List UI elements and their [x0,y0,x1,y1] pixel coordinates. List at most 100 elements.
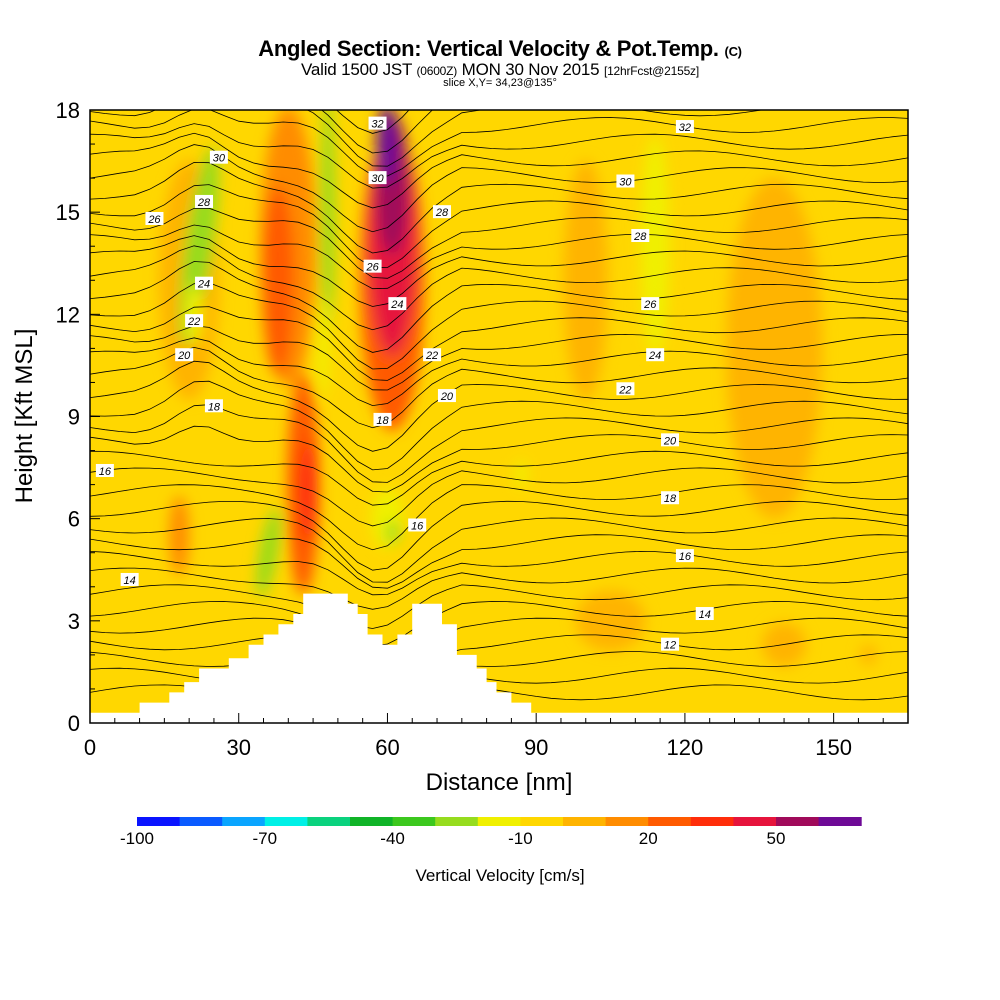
isentrope-line [90,282,908,370]
theta-label: 24 [646,348,665,362]
isentrope-line [90,617,908,659]
isentrope-line [90,110,908,177]
theta-label: 26 [363,259,382,274]
theta-label: 20 [661,433,680,447]
colorbar-swatch [264,817,308,826]
isentrope-line [90,467,908,527]
x-tick-label: 120 [667,735,704,760]
isentrope-line [90,360,908,452]
isentrope-line [90,550,908,596]
theta-label: 18 [661,491,680,505]
colorbar-swatch [392,817,436,826]
theta-label: 24 [195,276,214,291]
isentrope-line [90,500,908,571]
isentrope-line [90,224,908,290]
theta-label: 16 [95,463,114,478]
svg-text:18: 18 [664,493,677,505]
colorbar-title: Vertical Velocity [cm/s] [415,866,584,885]
y-tick-label: 3 [68,609,80,634]
svg-text:28: 28 [633,231,647,243]
y-tick-label: 0 [68,711,80,736]
colorbar-label: -100 [120,829,154,848]
velocity-region [386,520,399,545]
svg-text:14: 14 [699,609,711,621]
isentrope-line [90,325,908,391]
isentrope-line [90,601,908,647]
isentrope-line [90,306,908,381]
theta-label: 28 [195,194,214,209]
velocity-region [256,508,281,598]
isentrope-line [90,337,908,407]
y-axis-label: Height [Kft MSL] [11,329,38,504]
x-tick-label: 0 [84,735,96,760]
velocity-region [169,495,190,576]
theta-label: 16 [675,549,694,563]
theta-label: 20 [437,389,456,403]
colorbar-label: -10 [508,829,533,848]
theta-label: 26 [145,211,164,226]
isentrope-line [90,584,908,629]
svg-text:30: 30 [371,173,384,185]
isentrope-line [90,261,908,353]
svg-text:32: 32 [679,122,691,134]
isentrope-line [90,450,908,506]
theta-label: 22 [616,382,635,396]
colorbar-swatch [648,817,692,826]
theta-label: 18 [204,399,223,413]
velocity-region [641,136,670,357]
svg-text:24: 24 [390,299,403,311]
theta-label: 22 [423,348,442,362]
colorbar-swatch [477,817,521,826]
isentrope-line [90,634,908,666]
velocity-region [575,590,646,651]
colorbar-label: 50 [767,829,786,848]
isentrope-line [90,235,908,307]
colorbar-swatch [222,817,266,826]
colorbar: -100 -70 -40 -10 20 50 [120,817,862,848]
colorbar-swatch [350,817,394,826]
svg-text:16: 16 [99,466,112,478]
svg-text:12: 12 [664,640,676,652]
theta-label: 28 [432,205,451,219]
theta-label: 16 [408,518,427,532]
velocity-region [515,460,528,489]
theta-label: 22 [185,314,204,328]
svg-text:22: 22 [618,384,631,396]
svg-text:28: 28 [197,197,211,209]
theta-label: 30 [209,150,228,165]
theta-label: 26 [641,297,660,311]
chart-title: Angled Section: Vertical Velocity & Pot.… [258,36,742,61]
theta-label: 18 [373,412,392,427]
isentrope-line [90,484,908,551]
colorbar-swatch [563,817,607,826]
isentrope-line [90,567,908,610]
theta-label: 28 [631,229,650,243]
svg-text:20: 20 [177,350,191,362]
isentrope-line [90,245,908,331]
x-tick-label: 90 [524,735,548,760]
velocity-region [726,178,823,519]
theta-label: 32 [675,120,694,134]
colorbar-swatch [137,817,181,826]
colorbar-swatch [605,817,649,826]
theta-label: 12 [661,637,680,652]
y-tick-label: 18 [56,98,80,123]
terrain-mask [90,593,908,723]
svg-text:22: 22 [425,350,438,362]
colorbar-swatch [776,817,820,826]
svg-text:26: 26 [643,299,657,311]
isentrope-line [90,425,908,493]
isentrope-line [90,346,908,429]
y-tick-label: 6 [68,507,80,532]
isentrope-line [90,184,908,269]
svg-text:22: 22 [187,316,200,328]
theta-label: 14 [695,607,714,621]
isentrope-line [90,534,908,589]
theta-label: 30 [368,171,387,185]
velocity-region [563,160,608,401]
theta-label: 32 [368,116,387,131]
theta-label: 14 [120,572,139,587]
colorbar-swatch [733,817,777,826]
y-tick-label: 12 [56,302,80,327]
